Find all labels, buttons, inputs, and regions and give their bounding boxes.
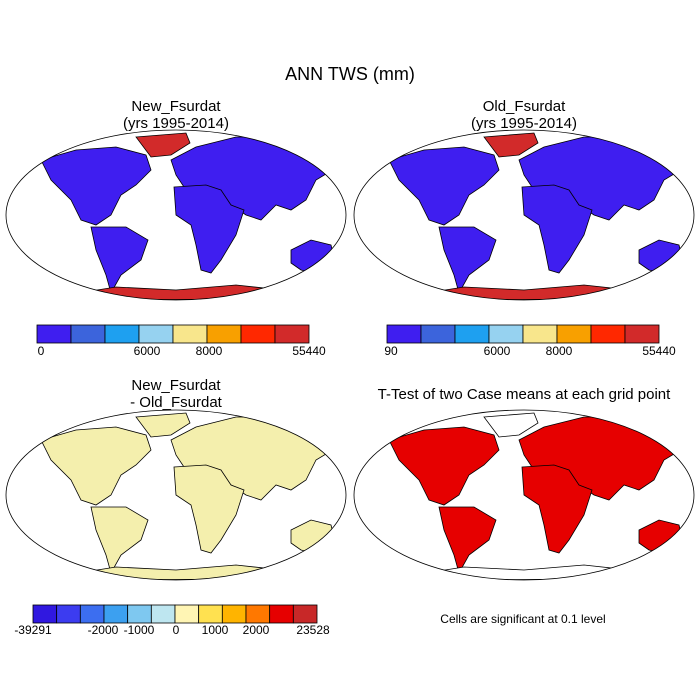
colorbar-box xyxy=(79,604,105,624)
colorbar-box xyxy=(104,324,140,344)
colorbar-box xyxy=(454,324,490,344)
colorbar-box xyxy=(245,604,271,624)
colorbar-box xyxy=(240,324,276,344)
colorbar-box xyxy=(103,604,129,624)
panel-title: New_Fsurdat xyxy=(131,98,221,115)
panel-title: New_Fsurdat xyxy=(131,377,221,394)
map-border xyxy=(353,129,695,301)
panel-title: Old_Fsurdat xyxy=(483,98,566,115)
colorbar-box xyxy=(70,324,106,344)
map xyxy=(5,409,347,581)
map xyxy=(5,129,347,301)
map xyxy=(353,409,695,581)
colorbar-label: 8000 xyxy=(196,344,223,358)
colorbar-box xyxy=(36,324,72,344)
colorbar-box xyxy=(56,604,81,624)
colorbar-label: 1000 xyxy=(202,623,229,637)
colorbar-box xyxy=(127,604,152,624)
map-border xyxy=(5,409,347,581)
colorbar-box xyxy=(488,324,524,344)
colorbar-label: -39291 xyxy=(14,623,52,637)
colorbar-box xyxy=(221,604,247,624)
panel-title: (yrs 1995-2014) xyxy=(471,115,577,132)
colorbar-label: 8000 xyxy=(546,344,573,358)
note: Cells are significant at 0.1 level xyxy=(440,612,605,626)
colorbar-box xyxy=(624,324,660,344)
colorbar-box xyxy=(206,324,242,344)
map-border xyxy=(5,129,347,301)
colorbar-box xyxy=(420,324,456,344)
colorbar-label: -2000 xyxy=(88,623,119,637)
colorbar-box xyxy=(556,324,592,344)
colorbar-label: 6000 xyxy=(484,344,511,358)
colorbar-box xyxy=(138,324,174,344)
colorbar-label: 55440 xyxy=(642,344,676,358)
map xyxy=(353,129,695,301)
colorbar-label: 0 xyxy=(173,623,180,637)
map-border xyxy=(353,409,695,581)
colorbar-box xyxy=(590,324,626,344)
colorbar-label: 2000 xyxy=(243,623,270,637)
colorbar-box xyxy=(292,604,318,624)
colorbar-box xyxy=(269,604,294,624)
panel-title: (yrs 1995-2014) xyxy=(123,115,229,132)
colorbar-label: 55440 xyxy=(292,344,326,358)
colorbar-box xyxy=(522,324,558,344)
figure-title: ANN TWS (mm) xyxy=(285,64,415,84)
colorbar-label: 90 xyxy=(384,344,398,358)
panel-title: - Old_Fsurdat xyxy=(130,394,223,411)
colorbar-box xyxy=(386,324,422,344)
colorbar-label: 6000 xyxy=(134,344,161,358)
colorbar-label: 0 xyxy=(38,344,45,358)
colorbar-label: -1000 xyxy=(124,623,155,637)
colorbar-box xyxy=(172,324,208,344)
panel-title: T-Test of two Case means at each grid po… xyxy=(378,386,671,403)
colorbar-box xyxy=(198,604,223,624)
colorbar-box xyxy=(150,604,176,624)
colorbar-box xyxy=(32,604,58,624)
colorbar-box xyxy=(174,604,200,624)
colorbar-label: 23528 xyxy=(296,623,330,637)
colorbar-box xyxy=(274,324,310,344)
